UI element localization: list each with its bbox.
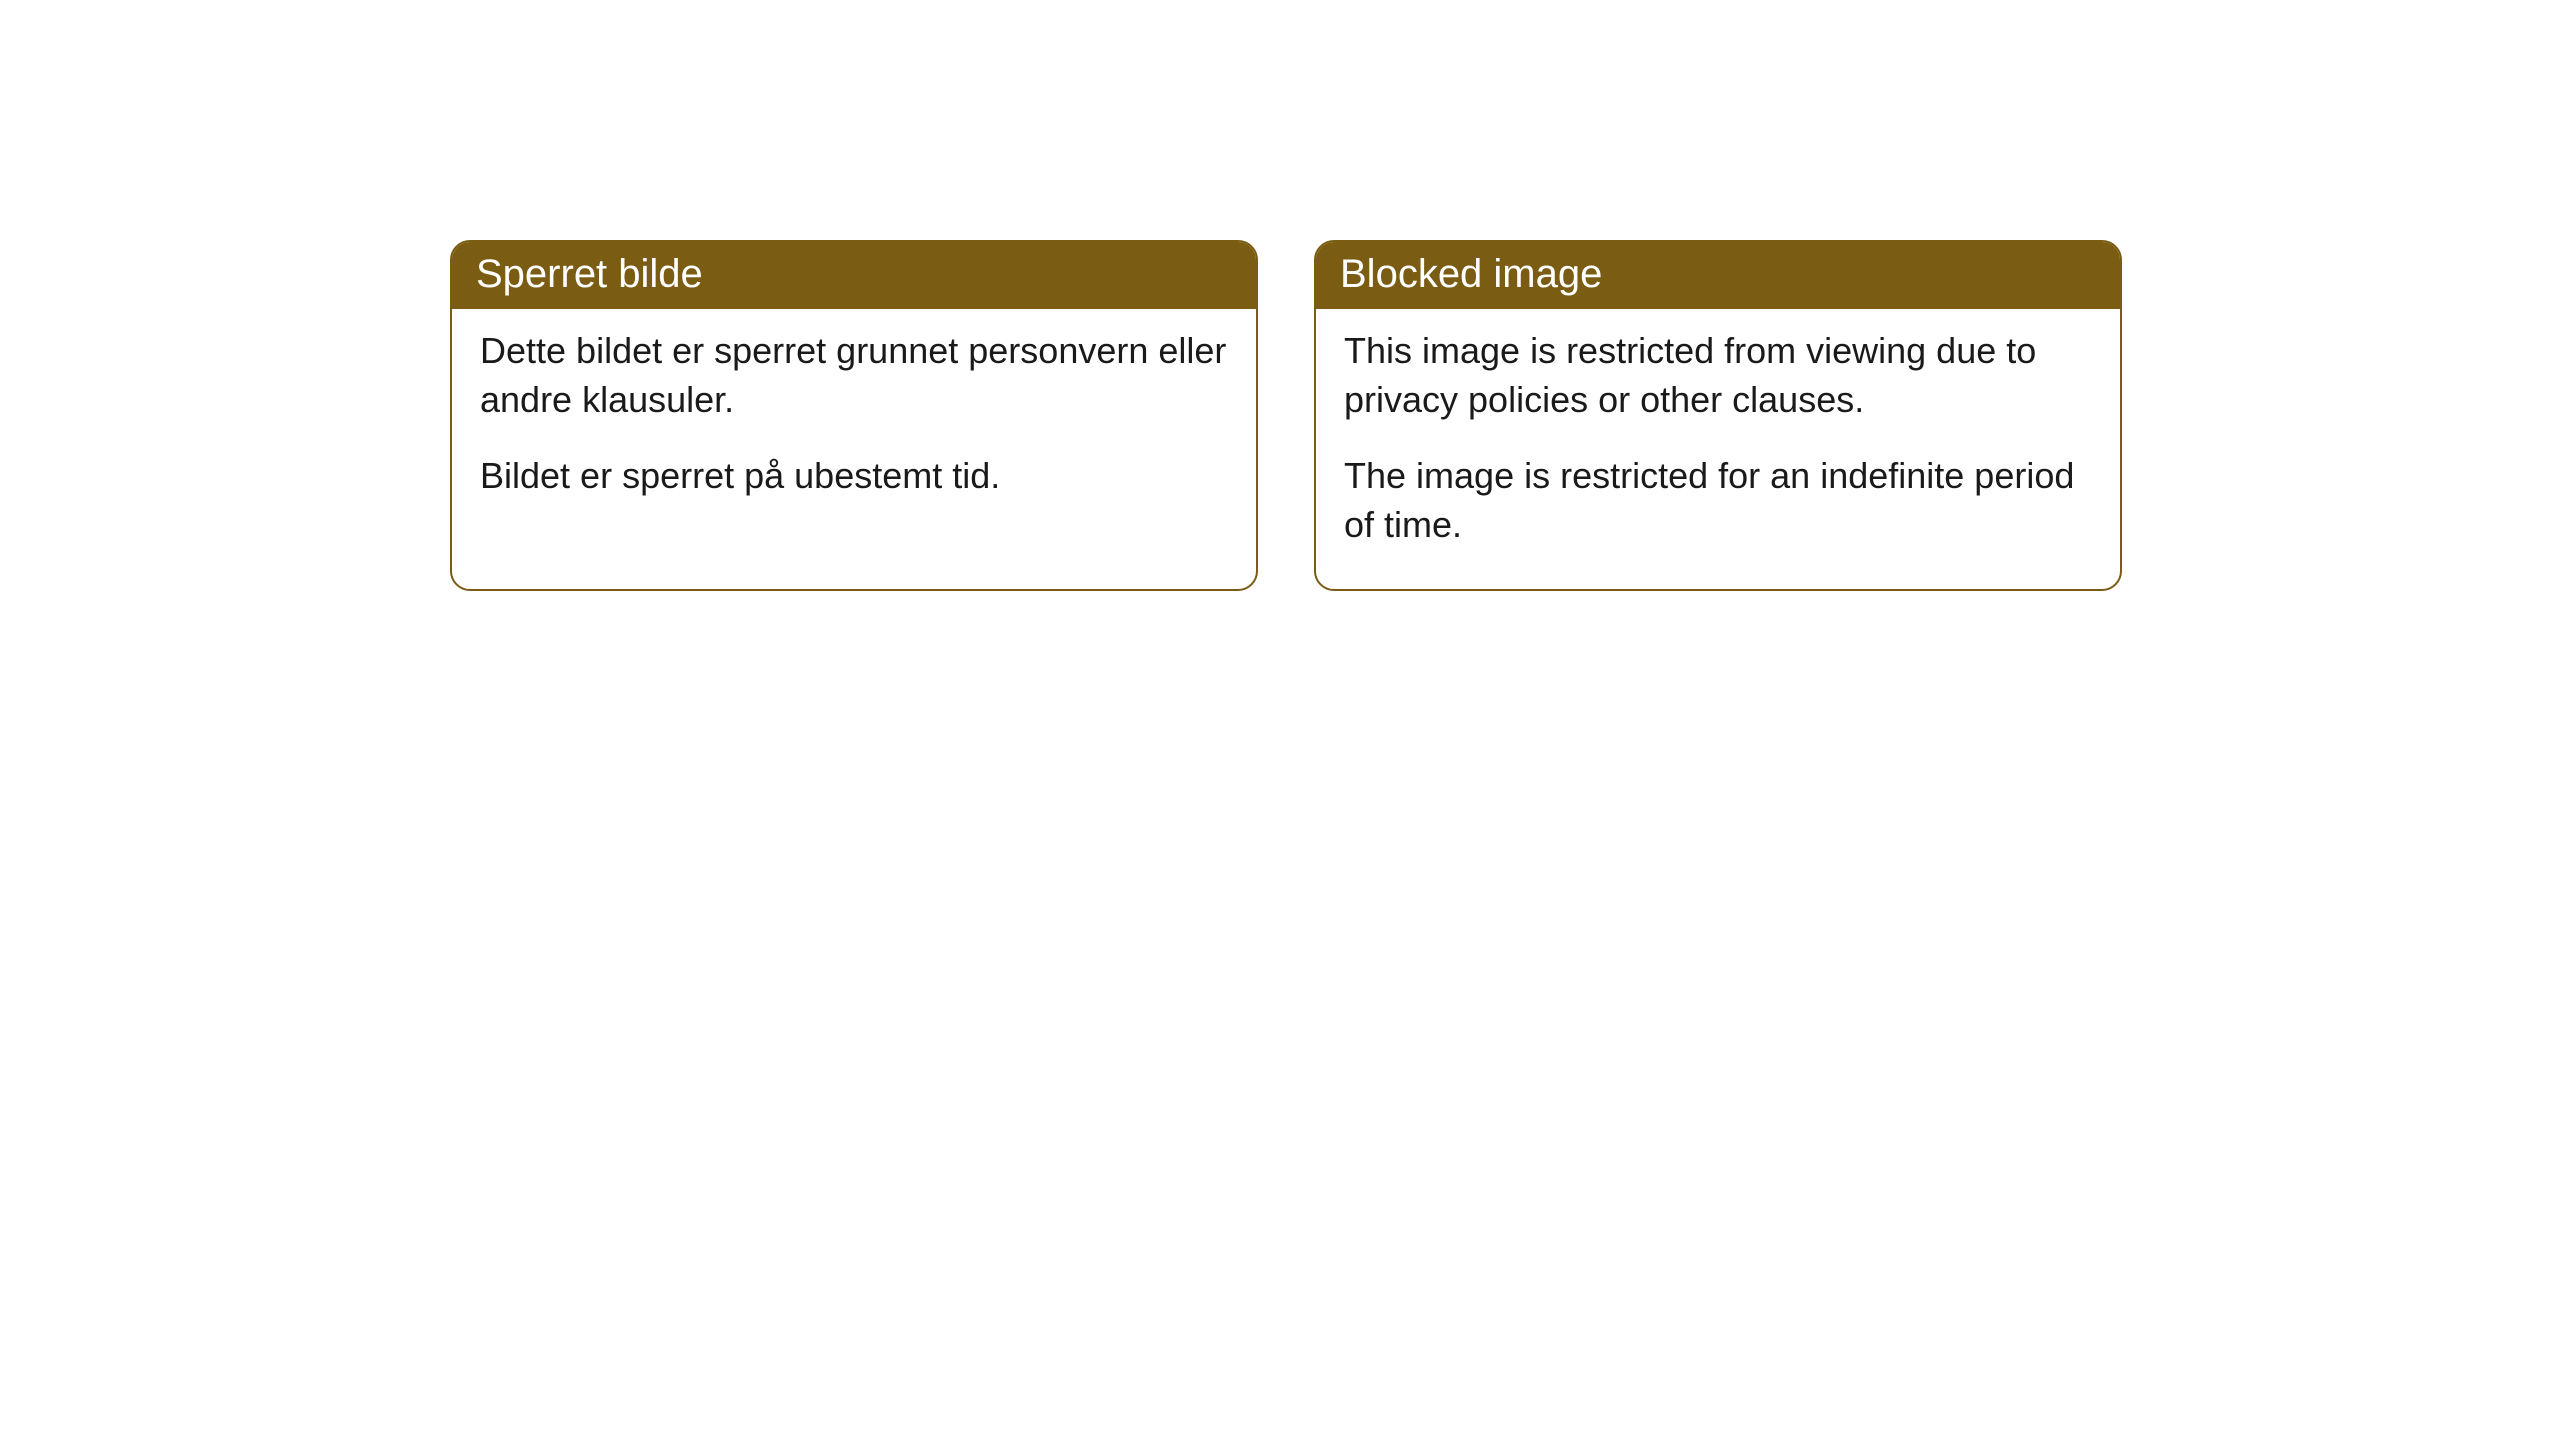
card-paragraph: Dette bildet er sperret grunnet personve…	[480, 327, 1228, 424]
card-paragraph: The image is restricted for an indefinit…	[1344, 452, 2092, 549]
card-title: Sperret bilde	[476, 252, 703, 296]
card-body: Dette bildet er sperret grunnet personve…	[452, 309, 1256, 541]
card-header: Sperret bilde	[452, 242, 1256, 309]
card-header: Blocked image	[1316, 242, 2120, 309]
card-paragraph: Bildet er sperret på ubestemt tid.	[480, 452, 1228, 501]
notice-card-norwegian: Sperret bilde Dette bildet er sperret gr…	[450, 240, 1258, 591]
card-body: This image is restricted from viewing du…	[1316, 309, 2120, 589]
notice-card-english: Blocked image This image is restricted f…	[1314, 240, 2122, 591]
card-paragraph: This image is restricted from viewing du…	[1344, 327, 2092, 424]
notice-container: Sperret bilde Dette bildet er sperret gr…	[450, 240, 2122, 591]
card-title: Blocked image	[1340, 252, 1602, 296]
